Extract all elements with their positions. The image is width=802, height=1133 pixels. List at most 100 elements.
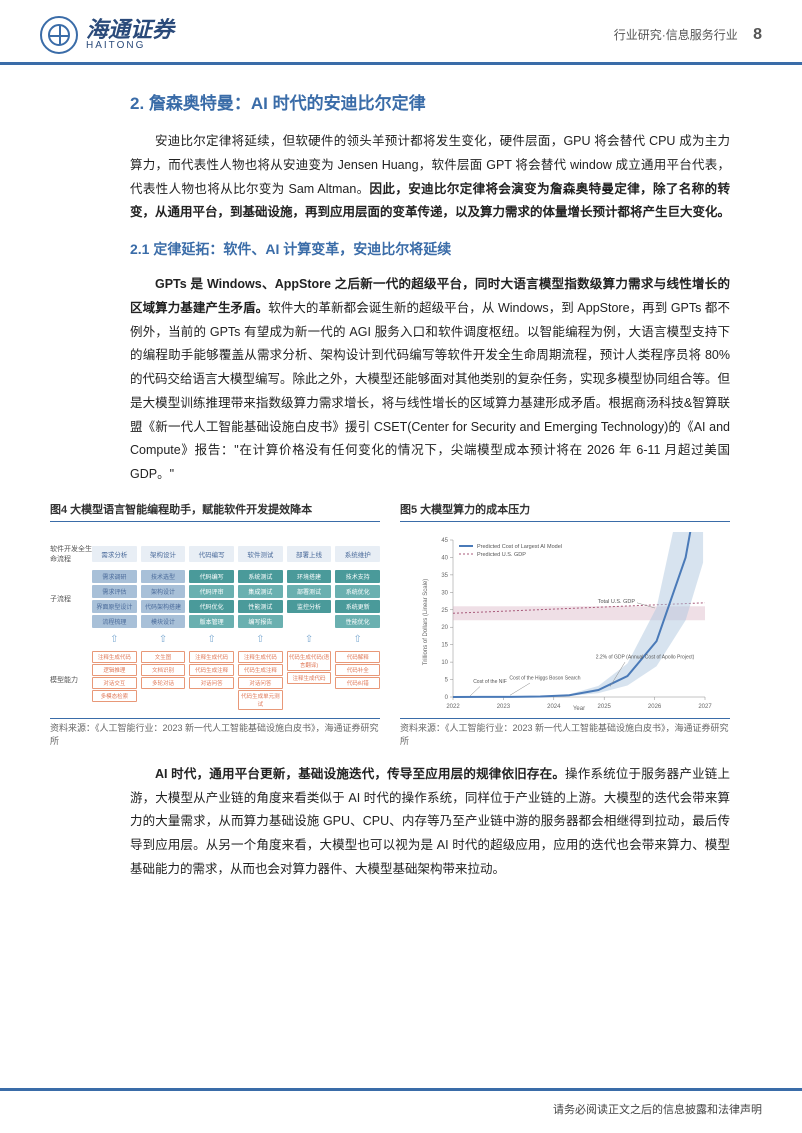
para-2: GPTs 是 Windows、AppStore 之后新一代的超级平台，同时大语言… — [130, 273, 730, 487]
svg-text:Predicted U.S. GDP: Predicted U.S. GDP — [477, 552, 526, 558]
svg-text:2026: 2026 — [648, 704, 662, 710]
fig4-stage: 需求分析 — [92, 546, 137, 562]
fig4-title: 图4 大模型语言智能编程助手，赋能软件开发提效降本 — [50, 501, 380, 522]
fig4-sub: 技术支持 — [335, 570, 380, 583]
fig4-sub: 代码编写 — [189, 570, 234, 583]
fig4-capability: 注释生成代码 — [189, 651, 234, 663]
fig4-sub: 架构设计 — [141, 585, 186, 598]
fig4-sub: 需求调研 — [92, 570, 137, 583]
fig4-sub: 代码优化 — [189, 600, 234, 613]
fig4-sub: 性能测试 — [238, 600, 283, 613]
fig4-sub: 编写报告 — [238, 615, 283, 628]
svg-text:40: 40 — [441, 555, 448, 561]
svg-text:45: 45 — [441, 538, 448, 544]
fig4-row3-label: 模型能力 — [50, 675, 92, 685]
footer-text: 请务必阅读正文之后的信息披露和法律声明 — [553, 1104, 762, 1116]
svg-text:30: 30 — [441, 590, 448, 596]
fig4-capability: 对话交互 — [92, 677, 137, 689]
fig4-capability: 多轮对话 — [141, 677, 186, 689]
logo-icon — [40, 16, 78, 54]
fig4-capability: 文档识别 — [141, 664, 186, 676]
para-3: AI 时代，通用平台更新，基础设施迭代，传导至应用层的规律依旧存在。操作系统位于… — [130, 763, 730, 882]
fig4-sub: 环境搭建 — [287, 570, 332, 583]
fig5-source: 资料来源：《人工智能行业：2023 新一代人工智能基础设施白皮书》，海通证券研究… — [400, 718, 730, 749]
breadcrumb-text: 行业研究·信息服务行业 — [614, 28, 738, 42]
fig4-sub: 部署测试 — [287, 585, 332, 598]
svg-text:35: 35 — [441, 573, 448, 579]
figure-row: 图4 大模型语言智能编程助手，赋能软件开发提效降本 软件开发全生命流程 需求分析… — [50, 501, 730, 749]
fig4-sub: 系统测试 — [238, 570, 283, 583]
svg-text:Trillions of Dollars (Linear S: Trillions of Dollars (Linear Scale) — [423, 579, 429, 665]
fig4-stage: 代码编写 — [189, 546, 234, 562]
logo-cn: 海通证券 — [86, 19, 174, 41]
fig4-stage: 系统维护 — [335, 546, 380, 562]
svg-text:2027: 2027 — [698, 704, 712, 710]
fig4-sub: 技术选型 — [141, 570, 186, 583]
fig4-sub: 模块设计 — [141, 615, 186, 628]
arrow-up-icon: ⇧ — [287, 634, 332, 645]
fig4-capability: 代码生成注释 — [189, 664, 234, 676]
fig4-capability: 代码解释 — [335, 651, 380, 663]
fig4-capability: 对话问答 — [189, 677, 234, 689]
svg-text:Total U.S. GDP: Total U.S. GDP — [598, 599, 636, 605]
fig4-capability: 注释生成代码 — [287, 672, 332, 684]
fig4-sub: 集成测试 — [238, 585, 283, 598]
page-body: 2. 詹森奥特曼：AI 时代的安迪比尔定律 安迪比尔定律将延续，但软硬件的领头羊… — [0, 65, 802, 882]
svg-text:Predicted Cost of Largest AI M: Predicted Cost of Largest AI Model — [477, 544, 562, 550]
fig4-sub: 系统更新 — [335, 600, 380, 613]
fig4-capability: 注释生成代码 — [92, 651, 137, 663]
fig4-sub: 系统优化 — [335, 585, 380, 598]
section-heading: 2. 詹森奥特曼：AI 时代的安迪比尔定律 — [130, 89, 730, 114]
arrow-up-icon: ⇧ — [92, 634, 137, 645]
fig4-capability: 代码纠错 — [335, 677, 380, 689]
fig4-sub: 版本管理 — [189, 615, 234, 628]
fig4-capability: 代码补全 — [335, 664, 380, 676]
arrow-up-icon: ⇧ — [141, 634, 186, 645]
para-2b: 软件大的革新都会诞生新的超级平台，从 Windows，到 AppStore，再到… — [130, 301, 730, 481]
fig5-title: 图5 大模型算力的成本压力 — [400, 501, 730, 522]
svg-text:25: 25 — [441, 608, 448, 614]
arrow-up-icon: ⇧ — [238, 634, 283, 645]
svg-text:0: 0 — [445, 695, 449, 701]
fig4-sub: 需求评估 — [92, 585, 137, 598]
logo: 海通证券 HAITONG — [40, 16, 174, 54]
svg-text:15: 15 — [441, 642, 448, 648]
subsection-heading: 2.1 定律延拓：软件、AI 计算变革，安迪比尔将延续 — [130, 239, 730, 259]
fig4-sub: 代码评审 — [189, 585, 234, 598]
fig4-sub: 界面原型设计 — [92, 600, 137, 613]
fig4-capability: 逻辑推理 — [92, 664, 137, 676]
fig4-capability: 代码生成代码(语言翻译) — [287, 651, 332, 671]
svg-text:2025: 2025 — [598, 704, 612, 710]
para-1: 安迪比尔定律将延续，但软硬件的领头羊预计都将发生变化，硬件层面，GPU 将会替代… — [130, 130, 730, 225]
fig4-capability: 多模态检索 — [92, 690, 137, 702]
fig5-chart: 0510152025303540452022202320242025202620… — [400, 532, 730, 712]
fig4-source: 资料来源：《人工智能行业：2023 新一代人工智能基础设施白皮书》，海通证券研究… — [50, 718, 380, 749]
para-3b: 操作系统位于服务器产业链上游，大模型从产业链的角度来看类似于 AI 时代的操作系… — [130, 767, 730, 876]
fig4-capability: 注释生成代码 — [238, 651, 283, 663]
page-number: 8 — [753, 26, 762, 43]
svg-text:Cost of the NIF: Cost of the NIF — [473, 679, 507, 685]
arrow-up-icon: ⇧ — [335, 634, 380, 645]
fig4-stage: 部署上线 — [287, 546, 332, 562]
fig4-capability: 代码生成单元测试 — [238, 690, 283, 710]
page-header: 海通证券 HAITONG 行业研究·信息服务行业 8 — [0, 0, 802, 65]
svg-text:2.2% of GDP (Annual Cost of Ap: 2.2% of GDP (Annual Cost of Apollo Proje… — [596, 654, 695, 660]
page-footer: 请务必阅读正文之后的信息披露和法律声明 — [0, 1088, 802, 1133]
fig4-stage: 架构设计 — [141, 546, 186, 562]
fig4-diagram: 软件开发全生命流程 需求分析架构设计代码编写软件测试部署上线系统维护 子流程 需… — [50, 532, 380, 712]
svg-text:20: 20 — [441, 625, 448, 631]
fig4-sub: 监控分析 — [287, 600, 332, 613]
figure-4: 图4 大模型语言智能编程助手，赋能软件开发提效降本 软件开发全生命流程 需求分析… — [50, 501, 380, 749]
svg-text:2022: 2022 — [446, 704, 460, 710]
fig4-row2-label: 子流程 — [50, 594, 92, 604]
svg-text:5: 5 — [445, 677, 449, 683]
fig4-sub: 流程梳理 — [92, 615, 137, 628]
fig4-capability: 对话问答 — [238, 677, 283, 689]
fig4-sub: 代码架构搭建 — [141, 600, 186, 613]
fig4-row1-label: 软件开发全生命流程 — [50, 544, 92, 564]
svg-text:10: 10 — [441, 660, 448, 666]
svg-text:2023: 2023 — [497, 704, 511, 710]
arrow-up-icon: ⇧ — [189, 634, 234, 645]
fig4-capability: 文生图 — [141, 651, 186, 663]
logo-en: HAITONG — [86, 41, 174, 51]
